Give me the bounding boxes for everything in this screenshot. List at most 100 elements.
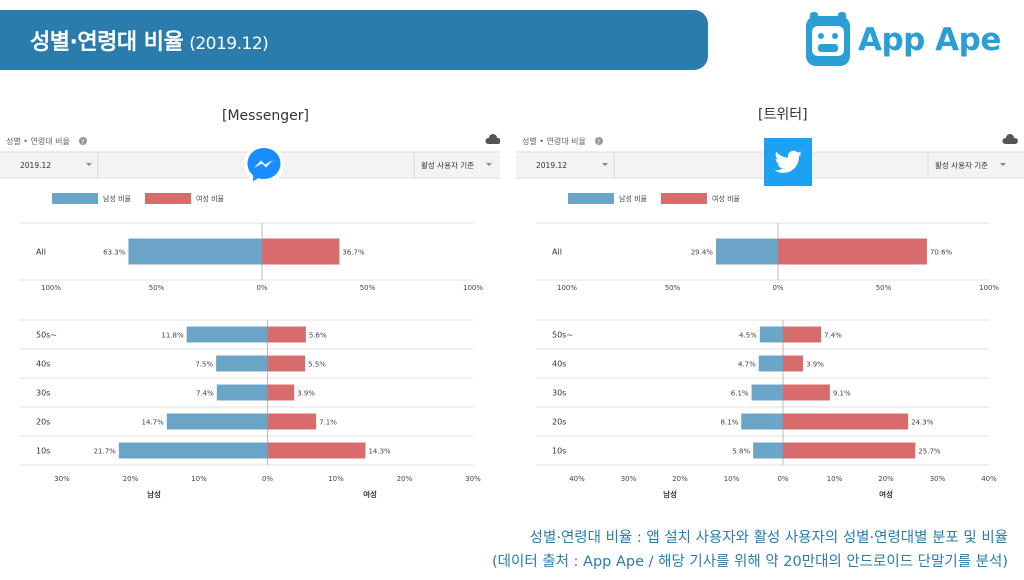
data-label-male: 11.8% bbox=[161, 332, 184, 340]
data-label-female: 36.7% bbox=[342, 249, 365, 257]
cloud-download-icon[interactable] bbox=[485, 134, 500, 144]
x-axis-label-female: 여성 bbox=[879, 489, 893, 499]
data-label-male: 21.7% bbox=[94, 448, 117, 456]
data-label-female: 7.1% bbox=[319, 419, 337, 427]
basis-dropdown[interactable]: 활성 사용자 기준 bbox=[413, 152, 492, 178]
legend-male-swatch bbox=[52, 193, 98, 204]
page-title-text: 성별·연령대 비율 bbox=[30, 30, 184, 55]
bar-male bbox=[216, 355, 268, 372]
category-label: 30s bbox=[552, 389, 566, 398]
tick-label: 0% bbox=[777, 475, 788, 483]
bar-female bbox=[267, 413, 317, 430]
data-label-male: 7.4% bbox=[196, 390, 214, 398]
bar-female bbox=[262, 238, 340, 265]
header-bar bbox=[0, 10, 708, 70]
page-title-date: (2019.12) bbox=[189, 34, 269, 54]
data-label-male: 14.7% bbox=[142, 419, 165, 427]
bar-male bbox=[166, 413, 268, 430]
chart-widget-messenger: 성별 • 연령대 비율 ? 2019.12 활성 사용자 기준 남성 비율 여성… bbox=[0, 134, 500, 499]
bar-female bbox=[267, 442, 366, 459]
category-label: 10s bbox=[36, 447, 50, 456]
twitter-icon bbox=[764, 138, 812, 186]
app-ape-logo bbox=[806, 12, 850, 66]
tick-label: 40% bbox=[569, 475, 585, 483]
category-label: 50s~ bbox=[36, 331, 57, 340]
category-label: 40s bbox=[36, 360, 50, 369]
chevron-down-icon bbox=[1000, 163, 1006, 166]
bar-male bbox=[715, 238, 778, 265]
tick-label: 100% bbox=[979, 284, 999, 292]
category-label: 40s bbox=[552, 360, 566, 369]
basis-value: 활성 사용자 기준 bbox=[421, 160, 474, 170]
period-value: 2019.12 bbox=[20, 161, 51, 170]
tick-label: 0% bbox=[772, 284, 783, 292]
cloud-download-icon[interactable] bbox=[1002, 134, 1018, 144]
legend-female-label: 여성 비율 bbox=[196, 194, 225, 203]
category-label: 50s~ bbox=[552, 331, 573, 340]
legend-male-label: 남성 비율 bbox=[103, 194, 132, 203]
footer-line-1: 성별·연령대 비율 : 앱 설치 사용자와 활성 사용자의 성별·연령대별 분포… bbox=[529, 530, 1008, 546]
bar-male bbox=[758, 355, 783, 372]
data-label-male: 8.1% bbox=[720, 419, 738, 427]
data-label-male: 29.4% bbox=[691, 249, 714, 257]
basis-value: 활성 사용자 기준 bbox=[935, 160, 988, 170]
data-label-male: 6.1% bbox=[731, 390, 749, 398]
bar-male bbox=[118, 442, 268, 459]
bar-male bbox=[741, 413, 783, 430]
messenger-icon bbox=[244, 144, 284, 184]
bar-male bbox=[128, 238, 262, 265]
chart-widget-twitter: 성별 • 연령대 비율 ? 2019.12 활성 사용자 기준 남성 비율 여성… bbox=[516, 134, 1024, 499]
bar-female bbox=[783, 384, 830, 401]
tick-label: 50% bbox=[360, 284, 376, 292]
data-label-male: 5.8% bbox=[732, 448, 750, 456]
category-label: 20s bbox=[552, 418, 566, 427]
data-label-female: 3.9% bbox=[297, 390, 315, 398]
tick-label: 30% bbox=[930, 475, 946, 483]
category-label: All bbox=[36, 248, 46, 257]
data-label-female: 5.6% bbox=[309, 332, 327, 340]
tick-label: 0% bbox=[262, 475, 273, 483]
tick-label: 20% bbox=[397, 475, 413, 483]
bar-male bbox=[753, 442, 783, 459]
bar-female bbox=[267, 355, 306, 372]
data-label-female: 24.3% bbox=[911, 419, 934, 427]
data-label-female: 70.6% bbox=[930, 249, 953, 257]
period-dropdown[interactable]: 2019.12 bbox=[536, 161, 608, 170]
help-icon[interactable] bbox=[79, 137, 87, 145]
bar-female bbox=[783, 413, 909, 430]
help-icon[interactable] bbox=[595, 137, 603, 145]
bar-male bbox=[751, 384, 783, 401]
tick-label: 30% bbox=[54, 475, 70, 483]
category-label: 10s bbox=[552, 447, 566, 456]
period-dropdown[interactable]: 2019.12 bbox=[16, 157, 96, 173]
ape-icon-eye-right bbox=[832, 33, 838, 39]
category-label: 30s bbox=[36, 389, 50, 398]
data-label-female: 14.3% bbox=[368, 448, 391, 456]
tick-label: 30% bbox=[465, 475, 481, 483]
legend-female-swatch bbox=[145, 193, 191, 204]
tick-label: 10% bbox=[827, 475, 843, 483]
bar-male bbox=[759, 326, 783, 343]
tick-label: 30% bbox=[621, 475, 637, 483]
tick-label: 0% bbox=[256, 284, 267, 292]
basis-dropdown[interactable]: 활성 사용자 기준 bbox=[927, 152, 1006, 178]
data-label-female: 25.7% bbox=[918, 448, 941, 456]
category-label: All bbox=[552, 248, 562, 257]
data-label-female: 5.5% bbox=[308, 361, 326, 369]
ape-icon-ear-right bbox=[838, 12, 846, 22]
data-label-male: 4.7% bbox=[738, 361, 756, 369]
chevron-down-icon bbox=[486, 163, 492, 166]
panel-label-messenger: [Messenger] bbox=[222, 108, 309, 124]
tick-label: 20% bbox=[672, 475, 688, 483]
bar-female bbox=[267, 326, 306, 343]
widget-title: 성별 • 연령대 비율 bbox=[6, 136, 70, 146]
x-axis-label-female: 여성 bbox=[363, 489, 377, 499]
tick-label: 10% bbox=[191, 475, 207, 483]
tick-label: 10% bbox=[724, 475, 740, 483]
data-label-male: 4.5% bbox=[739, 332, 757, 340]
x-axis-label-male: 남성 bbox=[147, 489, 161, 499]
legend-male-label: 남성 비율 bbox=[619, 194, 648, 203]
bar-female bbox=[778, 238, 927, 265]
tick-label: 20% bbox=[878, 475, 894, 483]
ape-icon-mouth bbox=[818, 44, 838, 52]
